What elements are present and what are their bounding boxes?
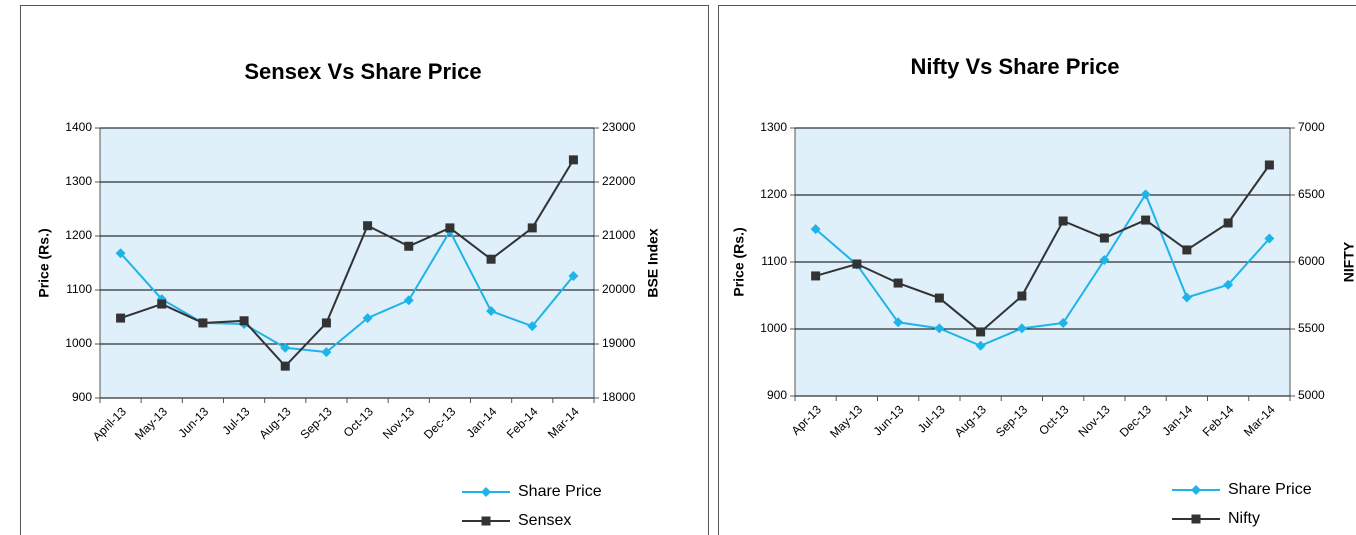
legend-label: Share Price	[1228, 481, 1312, 498]
marker	[486, 306, 497, 317]
marker	[481, 516, 491, 526]
marker	[115, 248, 126, 259]
y-tick-label: 1100	[761, 254, 787, 268]
y2-tick-label: 18000	[602, 390, 636, 404]
series-line	[815, 164, 1271, 334]
y2-tick-label: 22000	[602, 174, 636, 188]
marker	[1016, 323, 1027, 334]
marker	[280, 361, 290, 371]
chart-title: Nifty Vs Share Price	[910, 54, 1119, 79]
marker	[568, 155, 578, 165]
marker	[934, 323, 945, 334]
marker	[404, 241, 414, 251]
series-line	[120, 159, 575, 368]
marker	[321, 347, 332, 358]
legend-label: Share Price	[518, 483, 602, 500]
y-tick-label: 1000	[65, 336, 92, 350]
legend-label: Sensex	[518, 512, 571, 529]
y-axis-label: Price (Rs.)	[731, 227, 747, 296]
marker	[811, 271, 821, 281]
marker	[893, 278, 903, 288]
marker	[934, 293, 944, 303]
y2-tick-label: 21000	[602, 228, 636, 242]
y2-axis-label: BSE Index	[645, 228, 661, 297]
marker	[1264, 233, 1275, 244]
y-tick-label: 1000	[760, 321, 787, 335]
chart-title: Sensex Vs Share Price	[244, 59, 481, 84]
y-tick-label: 1300	[65, 174, 92, 188]
marker	[481, 487, 491, 497]
marker	[280, 342, 291, 353]
y-tick-label: 1400	[65, 120, 92, 134]
marker	[1264, 160, 1274, 170]
marker	[1191, 514, 1201, 524]
y2-tick-label: 5000	[1298, 388, 1325, 402]
marker	[1099, 254, 1110, 265]
marker	[239, 316, 249, 326]
marker	[116, 313, 126, 323]
y2-tick-label: 5500	[1298, 321, 1325, 335]
y2-tick-label: 19000	[602, 336, 636, 350]
y-tick-label: 900	[767, 388, 787, 402]
y2-tick-label: 7000	[1298, 120, 1325, 134]
marker	[1058, 216, 1068, 226]
y2-tick-label: 6500	[1298, 187, 1325, 201]
y2-tick-label: 23000	[602, 120, 636, 134]
marker	[1223, 218, 1233, 228]
marker	[1058, 317, 1069, 328]
marker	[1182, 245, 1192, 255]
marker	[1191, 485, 1201, 495]
marker	[893, 317, 904, 328]
y-tick-label: 1300	[760, 120, 787, 134]
marker	[363, 221, 373, 231]
marker	[568, 270, 579, 281]
marker	[976, 327, 986, 337]
y-tick-label: 1200	[760, 187, 787, 201]
y2-tick-label: 20000	[602, 282, 636, 296]
marker	[1099, 233, 1109, 243]
y2-tick-label: 6000	[1298, 254, 1325, 268]
marker	[486, 254, 496, 264]
series-line	[814, 192, 1271, 347]
marker	[810, 224, 821, 235]
marker	[362, 313, 373, 324]
marker	[321, 318, 331, 328]
marker	[1223, 279, 1234, 290]
marker	[527, 321, 538, 332]
marker	[1141, 215, 1151, 225]
marker	[1140, 189, 1151, 200]
marker	[157, 299, 167, 309]
marker	[975, 340, 986, 351]
y-tick-label: 900	[72, 390, 92, 404]
marker	[527, 223, 537, 233]
marker	[1181, 292, 1192, 303]
y2-axis-label: NIFTY	[1341, 241, 1356, 282]
y-tick-label: 1100	[66, 282, 92, 296]
marker	[852, 259, 862, 269]
marker	[445, 223, 455, 233]
legend-label: Nifty	[1228, 510, 1260, 527]
plot-area	[99, 127, 595, 399]
marker	[198, 318, 208, 328]
marker	[1017, 291, 1027, 301]
y-tick-label: 1200	[65, 228, 92, 242]
y-axis-label: Price (Rs.)	[36, 228, 52, 297]
marker	[403, 295, 414, 306]
